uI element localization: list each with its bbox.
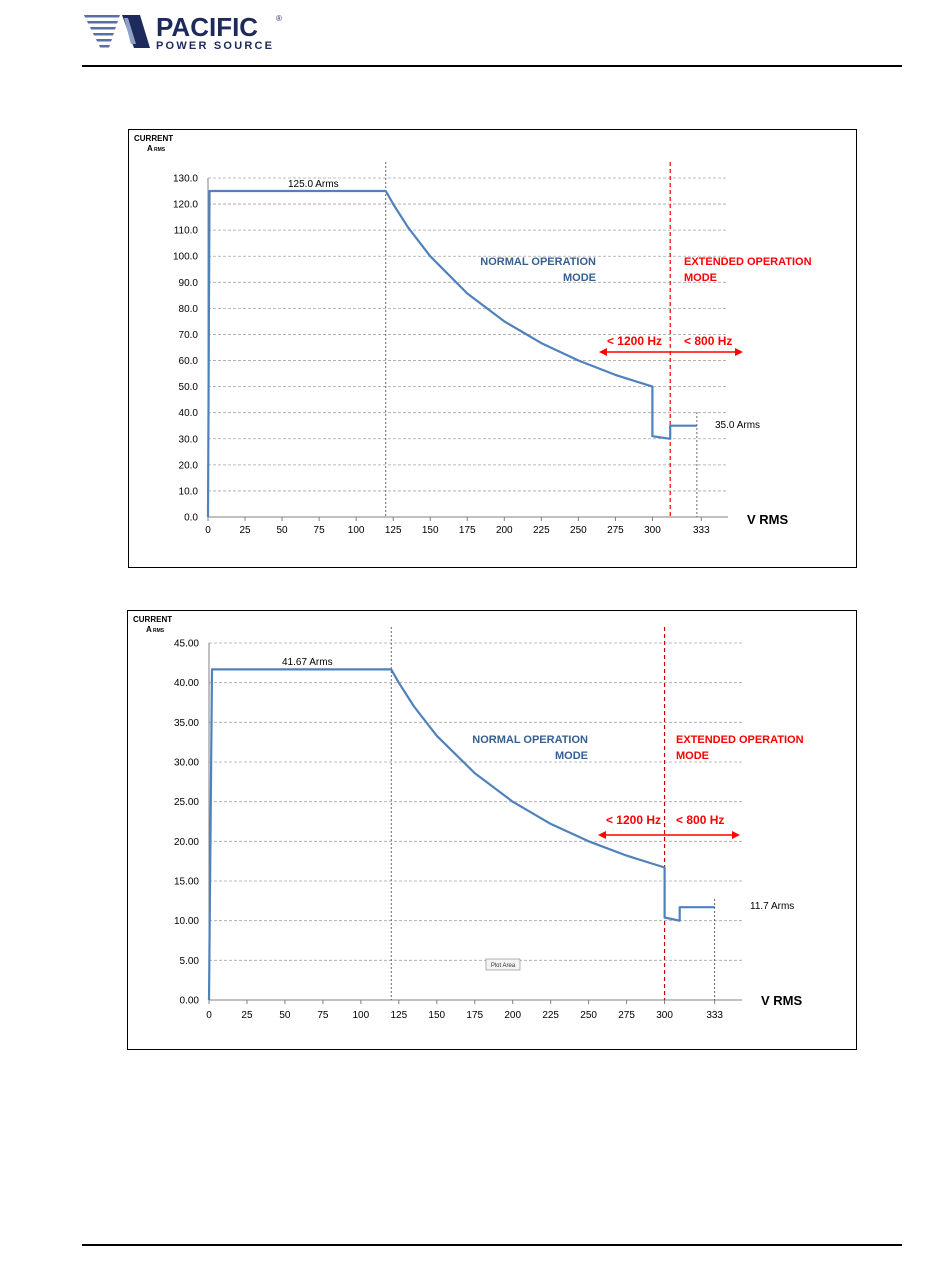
logo-word-power-source: POWER SOURCE xyxy=(156,40,272,52)
frequency-limit-label: < 800 Hz xyxy=(684,334,732,348)
y-axis-unit: A xyxy=(147,144,153,153)
x-tick-label: 125 xyxy=(390,1010,407,1021)
x-tick-label: 125 xyxy=(385,525,402,536)
arrow-right-icon xyxy=(732,831,740,839)
x-tick-label: 100 xyxy=(348,525,365,536)
arrow-left-icon xyxy=(598,831,606,839)
y-tick-label: 0.0 xyxy=(184,513,198,524)
y-axis-unit: A xyxy=(146,625,152,634)
x-tick-label: 25 xyxy=(239,525,251,536)
x-tick-label: 250 xyxy=(580,1010,597,1021)
y-tick-label: 80.0 xyxy=(179,304,199,315)
y-tick-label: 10.00 xyxy=(174,916,199,927)
logo-word-pacific: PACIFIC xyxy=(156,12,258,42)
x-tick-label: 175 xyxy=(466,1010,483,1021)
extended-mode-label: EXTENDED OPERATION xyxy=(684,256,812,268)
derating-chart-2: CURRENT A RMS 0.00 5.00 10.00 15.00 20.00 25.00 3… xyxy=(127,610,857,1050)
x-tick-label: 50 xyxy=(277,525,289,536)
x-tick-label: 75 xyxy=(314,525,326,536)
y-tick-label: 15.00 xyxy=(174,877,199,888)
frequency-limit-label: < 800 Hz xyxy=(676,813,724,827)
y-tick-label: 60.0 xyxy=(179,356,199,367)
x-tick-label: 75 xyxy=(317,1010,329,1021)
plateau-current-label: 41.67 Arms xyxy=(282,657,333,668)
y-tick-label: 90.0 xyxy=(179,278,199,289)
y-tick-label: 5.00 xyxy=(180,956,200,967)
plot-area-tooltip xyxy=(485,958,521,971)
logo-registered-mark: ® xyxy=(276,14,282,23)
y-tick-label: 20.00 xyxy=(174,837,199,848)
y-tick-label: 110.0 xyxy=(174,226,199,237)
extended-mode-label: MODE xyxy=(684,272,717,284)
y-axis-title: CURRENT xyxy=(133,615,172,624)
plot-area-tooltip-text: Plot Area xyxy=(491,963,516,969)
x-tick-label: 0 xyxy=(205,525,211,536)
y-tick-label: 40.0 xyxy=(179,408,199,419)
y-tick-label: 70.0 xyxy=(179,330,199,341)
x-tick-label: 275 xyxy=(618,1010,635,1021)
extended-mode-label: EXTENDED OPERATION xyxy=(676,734,804,746)
normal-mode-label: NORMAL OPERATION xyxy=(480,256,596,268)
current-limit-curve xyxy=(206,189,697,518)
x-tick-label: 150 xyxy=(428,1010,445,1021)
x-axis-title: V RMS xyxy=(761,993,803,1008)
y-tick-label: 130.0 xyxy=(173,174,198,185)
arrow-right-icon xyxy=(735,348,743,356)
arrow-left-icon xyxy=(599,348,607,356)
y-tick-label: 30.00 xyxy=(174,758,199,769)
y-axis-unit-subscript: RMS xyxy=(154,147,166,153)
x-tick-label: 50 xyxy=(279,1010,291,1021)
normal-mode-label: NORMAL OPERATION xyxy=(472,734,588,746)
logo-stripes-icon xyxy=(84,15,150,48)
current-limit-curve xyxy=(207,668,715,1001)
y-tick-label: 25.00 xyxy=(174,797,199,808)
x-tick-label: 333 xyxy=(706,1010,723,1021)
x-tick-label: 300 xyxy=(644,525,661,536)
x-tick-label: 100 xyxy=(353,1010,370,1021)
y-tick-label: 50.0 xyxy=(179,382,199,393)
y-tick-label: 40.00 xyxy=(174,678,199,689)
x-tick-label: 150 xyxy=(422,525,439,536)
end-current-label: 35.0 Arms xyxy=(715,420,760,431)
extended-mode-label: MODE xyxy=(676,750,709,762)
x-tick-label: 25 xyxy=(241,1010,253,1021)
x-axis-title: V RMS xyxy=(747,512,789,527)
header-divider xyxy=(82,65,902,67)
x-tick-label: 225 xyxy=(533,525,550,536)
x-tick-label: 200 xyxy=(504,1010,521,1021)
x-tick-label: 175 xyxy=(459,525,476,536)
x-tick-label: 200 xyxy=(496,525,513,536)
y-tick-label: 20.0 xyxy=(179,460,199,471)
x-tick-label: 333 xyxy=(693,525,710,536)
y-tick-label: 30.0 xyxy=(179,434,199,445)
y-tick-label: 35.00 xyxy=(174,718,199,729)
derating-chart-1: CURRENT A RMS 0.0 10.0 20.0 30.0 40.0 50.0 60.0 70… xyxy=(128,129,857,568)
x-tick-label: 275 xyxy=(607,525,624,536)
y-tick-label: 10.0 xyxy=(179,486,199,497)
y-axis-unit-subscript: RMS xyxy=(153,628,165,634)
x-tick-label: 300 xyxy=(656,1010,673,1021)
y-tick-label: 45.00 xyxy=(174,639,199,650)
y-tick-label: 100.0 xyxy=(173,252,198,263)
y-axis-title: CURRENT xyxy=(134,134,173,143)
x-tick-label: 225 xyxy=(542,1010,559,1021)
page-header: PACIFIC ® POWER SOURCE xyxy=(0,0,950,70)
end-current-label: 11.7 Arms xyxy=(750,901,794,912)
pacific-power-source-logo: PACIFIC ® POWER SOURCE xyxy=(84,12,282,52)
x-tick-label: 250 xyxy=(570,525,587,536)
normal-mode-label: MODE xyxy=(555,750,588,762)
footer-divider xyxy=(82,1244,902,1246)
frequency-limit-label: < 1200 Hz xyxy=(607,334,662,348)
frequency-limit-label: < 1200 Hz xyxy=(606,813,661,827)
y-tick-label: 120.0 xyxy=(173,200,198,211)
x-tick-label: 0 xyxy=(206,1010,212,1021)
normal-mode-label: MODE xyxy=(563,272,596,284)
plateau-current-label: 125.0 Arms xyxy=(288,179,339,190)
y-tick-label: 0.00 xyxy=(180,996,200,1007)
